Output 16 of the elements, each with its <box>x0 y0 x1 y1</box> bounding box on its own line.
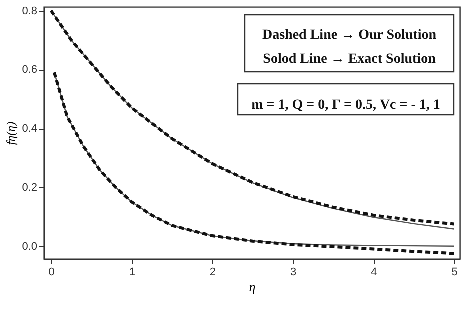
annotation: Dashed Line → Our Solution <box>262 28 437 43</box>
y-tick-label: 0.4 <box>22 123 38 136</box>
x-tick-label: 1 <box>129 266 136 278</box>
y-tick-label: 0.6 <box>22 64 38 76</box>
annotation: m = 1, Q = 0, Γ = 0.5, Vc = - 1, 1 <box>252 98 440 113</box>
x-tick-label: 5 <box>452 266 458 278</box>
x-tick-label: 3 <box>290 266 297 278</box>
x-tick-label: 0 <box>48 266 55 278</box>
y-tick-label: 0.2 <box>22 182 38 194</box>
y-tick-label: 0.0 <box>22 240 38 253</box>
y-axis-title: fη(η) <box>4 122 18 146</box>
x-axis-title: η <box>249 280 256 294</box>
annotation: Solod Line → Exact Solution <box>263 52 436 67</box>
x-tick-label: 4 <box>371 266 378 278</box>
x-tick-label: 2 <box>210 266 216 278</box>
y-tick-label: 0.8 <box>22 5 38 18</box>
